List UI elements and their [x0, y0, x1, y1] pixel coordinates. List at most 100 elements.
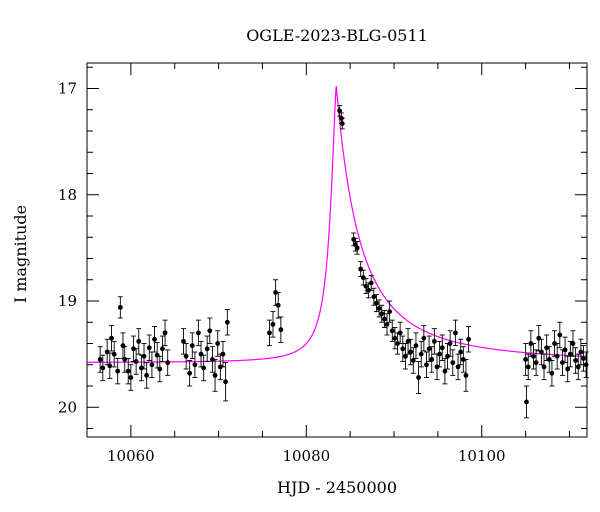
- data-point: [525, 353, 531, 381]
- data-point: [157, 355, 163, 383]
- data-point: [408, 338, 414, 366]
- data-point: [339, 117, 345, 130]
- data-point: [207, 317, 213, 344]
- data-point: [437, 340, 443, 368]
- data-point: [358, 261, 364, 278]
- data-point: [204, 335, 210, 363]
- data-point: [195, 319, 201, 347]
- data-point: [447, 330, 453, 357]
- data-point: [389, 319, 395, 342]
- data-point: [452, 319, 458, 347]
- data-point: [376, 299, 382, 318]
- axis-ticks: [86, 63, 587, 437]
- y-tick-label: 17: [58, 80, 77, 98]
- data-point: [360, 269, 366, 286]
- x-tick-label: 10100: [458, 447, 506, 465]
- data-point: [450, 349, 456, 376]
- data-point: [538, 338, 544, 366]
- data-point: [533, 349, 539, 376]
- data-point: [100, 354, 106, 382]
- tick-labels: 10060 10080 10100 17 18 19 20: [58, 80, 506, 466]
- data-point: [266, 319, 272, 347]
- model-curve: [87, 86, 588, 363]
- data-point: [354, 241, 360, 255]
- data-point: [149, 351, 155, 378]
- data-point: [426, 335, 432, 363]
- data-point: [130, 335, 136, 363]
- data-point: [133, 348, 139, 375]
- data-point: [152, 326, 158, 353]
- data-point: [530, 343, 536, 370]
- data-point: [536, 324, 542, 352]
- data-point: [387, 300, 393, 323]
- data-point: [523, 385, 529, 419]
- data-point: [565, 355, 571, 383]
- data-point: [392, 327, 398, 350]
- chart-title: OGLE-2023-BLG-0511: [246, 26, 428, 45]
- data-point: [397, 321, 403, 344]
- data-point: [109, 324, 115, 352]
- data-point: [366, 282, 372, 299]
- data-point: [97, 346, 103, 373]
- data-point: [117, 296, 123, 319]
- data-point: [223, 362, 229, 402]
- x-axis-label: HJD - 2450000: [277, 478, 397, 497]
- data-point: [418, 340, 424, 368]
- y-tick-label: 20: [58, 398, 77, 416]
- data-point: [201, 354, 207, 382]
- data-point: [544, 334, 550, 361]
- data-point: [523, 343, 529, 376]
- y-axis-label: I magnitude: [11, 205, 30, 303]
- data-point: [220, 340, 226, 368]
- data-point: [442, 357, 448, 385]
- data-point: [379, 304, 385, 323]
- data-point: [192, 351, 198, 378]
- data-point: [125, 357, 131, 385]
- data-point: [107, 352, 113, 380]
- data-point: [224, 309, 230, 336]
- data-point: [141, 343, 147, 370]
- data-point: [455, 353, 461, 381]
- data-point: [575, 353, 581, 381]
- y-tick-label: 18: [58, 186, 77, 204]
- data-point: [552, 330, 558, 357]
- data-point: [136, 328, 142, 355]
- data-point: [460, 346, 466, 373]
- data-point: [144, 362, 150, 389]
- data-point: [400, 335, 406, 363]
- data-point: [189, 332, 195, 359]
- data-point: [278, 316, 284, 343]
- data-point: [183, 343, 189, 370]
- data-point: [416, 361, 422, 394]
- data-point: [146, 334, 152, 361]
- data-point: [104, 338, 110, 366]
- data-point: [212, 358, 218, 392]
- data-point: [559, 349, 565, 376]
- data-point: [439, 334, 445, 361]
- data-point: [541, 353, 547, 381]
- data-point: [554, 343, 560, 370]
- data-point: [573, 347, 579, 374]
- data-point: [363, 278, 369, 295]
- data-point: [209, 346, 215, 373]
- data-point: [270, 311, 276, 338]
- data-point: [165, 349, 171, 376]
- data-point: [580, 345, 586, 372]
- data-point: [337, 105, 343, 117]
- data-point: [421, 324, 427, 352]
- data-point: [578, 338, 584, 366]
- data-point: [557, 321, 563, 349]
- data-point: [180, 328, 186, 355]
- data-point: [546, 346, 552, 373]
- x-tick-label: 10060: [107, 447, 155, 465]
- data-points: [97, 105, 589, 419]
- data-point: [381, 310, 387, 329]
- data-point: [128, 364, 134, 391]
- data-point: [187, 360, 193, 387]
- data-point: [562, 336, 568, 364]
- data-point: [423, 351, 429, 378]
- data-point: [445, 343, 451, 370]
- data-point: [162, 319, 168, 347]
- data-point: [429, 346, 435, 373]
